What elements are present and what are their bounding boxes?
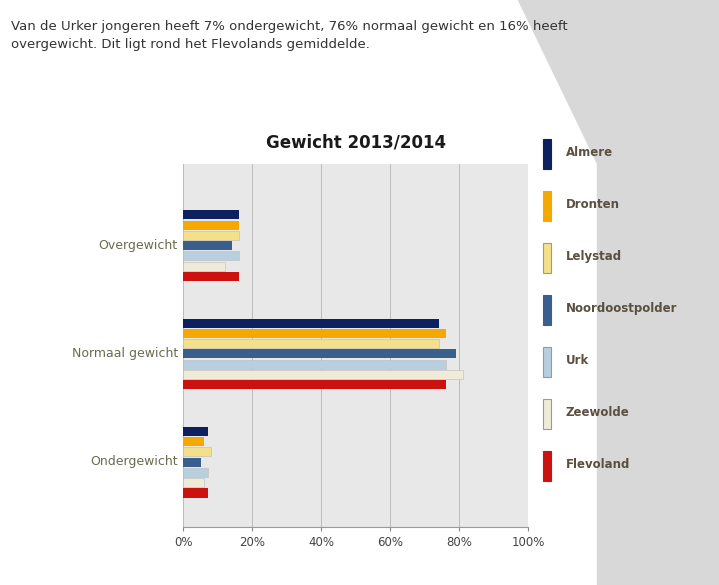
Bar bbox=[183, 349, 456, 359]
Bar bbox=[183, 231, 239, 240]
Bar bbox=[183, 329, 446, 338]
Bar bbox=[183, 457, 201, 467]
FancyBboxPatch shape bbox=[543, 451, 551, 481]
Bar bbox=[183, 261, 225, 271]
Text: Van de Urker jongeren heeft 7% ondergewicht, 76% normaal gewicht en 16% heeft: Van de Urker jongeren heeft 7% ondergewi… bbox=[11, 20, 567, 33]
Bar bbox=[183, 318, 439, 328]
Bar bbox=[183, 210, 239, 219]
Bar bbox=[183, 488, 208, 497]
Bar bbox=[183, 221, 239, 229]
Bar bbox=[183, 478, 204, 487]
FancyBboxPatch shape bbox=[543, 347, 551, 377]
Text: Flevoland: Flevoland bbox=[566, 458, 630, 471]
Bar bbox=[183, 252, 239, 260]
Bar bbox=[183, 380, 446, 389]
Bar bbox=[183, 448, 211, 456]
Text: Almere: Almere bbox=[566, 146, 613, 159]
Text: overgewicht. Dit ligt rond het Flevolands gemiddelde.: overgewicht. Dit ligt rond het Flevoland… bbox=[11, 38, 370, 51]
FancyBboxPatch shape bbox=[543, 399, 551, 429]
Bar bbox=[183, 427, 208, 436]
Bar bbox=[183, 272, 239, 281]
Text: Dronten: Dronten bbox=[566, 198, 620, 211]
FancyBboxPatch shape bbox=[543, 243, 551, 273]
FancyBboxPatch shape bbox=[543, 191, 551, 221]
Title: Gewicht 2013/2014: Gewicht 2013/2014 bbox=[266, 133, 446, 151]
FancyBboxPatch shape bbox=[543, 295, 551, 325]
Text: Urk: Urk bbox=[566, 354, 589, 367]
FancyBboxPatch shape bbox=[543, 139, 551, 169]
Bar bbox=[183, 360, 446, 369]
Bar bbox=[183, 437, 204, 446]
Bar bbox=[183, 468, 208, 477]
Bar bbox=[183, 241, 232, 250]
Text: Zeewolde: Zeewolde bbox=[566, 406, 629, 419]
Text: Noordoostpolder: Noordoostpolder bbox=[566, 302, 677, 315]
Bar bbox=[183, 339, 439, 348]
Text: Lelystad: Lelystad bbox=[566, 250, 622, 263]
Bar bbox=[183, 370, 463, 379]
